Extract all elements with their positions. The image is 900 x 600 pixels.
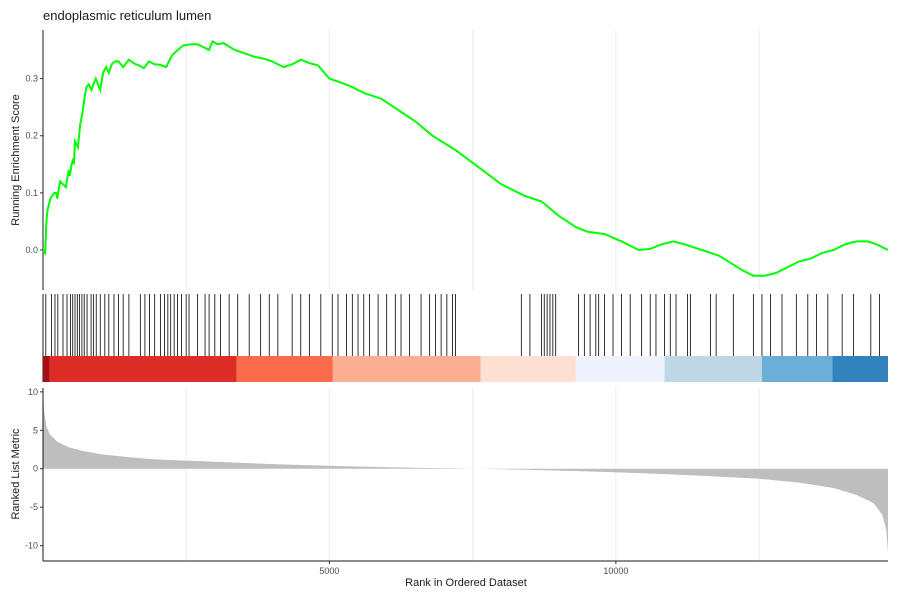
p3-tick-label: -5 (30, 502, 38, 512)
p3-tick-label: -10 (25, 541, 38, 551)
rank-color-band (43, 356, 888, 382)
ranked-metric-panel: 10 5 0 -5 -10 5000 10000 Ranked List Metric R… (10, 387, 888, 589)
color-band-segment (575, 356, 665, 382)
p3-y-ticks: 10 5 0 -5 -10 (25, 387, 43, 551)
p3-tick-label: 5 (33, 425, 38, 435)
running-enrichment-line (42, 39, 889, 277)
running-enrichment-panel: 0.0 0.1 0.2 0.3 Running Enrichment Score (10, 30, 889, 290)
ranked-metric-area (43, 391, 888, 554)
color-band-segment (480, 356, 576, 382)
color-band-segment (236, 356, 333, 382)
color-band-segment (664, 356, 762, 382)
p1-y-axis-title: Running Enrichment Score (10, 94, 22, 225)
gene-hit-markers (45, 294, 880, 356)
color-band-segment (332, 356, 481, 382)
color-band-segment (49, 356, 237, 382)
p1-tick-label: 0.0 (25, 245, 38, 255)
chart-title: endoplasmic reticulum lumen (43, 8, 212, 23)
p1-y-ticks: 0.0 0.1 0.2 0.3 (25, 74, 43, 255)
vertical-gridlines (185, 30, 760, 561)
p3-tick-label: 10 (28, 387, 38, 397)
color-band-segment (43, 356, 50, 382)
p1-tick-label: 0.2 (25, 131, 38, 141)
p1-tick-label: 0.3 (25, 74, 38, 84)
x-ticks: 5000 10000 (319, 561, 628, 576)
x-tick-label: 10000 (603, 566, 628, 576)
color-band-segment (832, 356, 888, 382)
p1-tick-label: 0.1 (25, 188, 38, 198)
p3-tick-label: 0 (33, 464, 38, 474)
p3-y-axis-title: Ranked List Metric (10, 428, 22, 520)
x-tick-label: 5000 (319, 566, 339, 576)
x-axis-title: Rank in Ordered Dataset (405, 577, 527, 589)
color-band-segment (761, 356, 833, 382)
hits-panel (42, 294, 888, 382)
